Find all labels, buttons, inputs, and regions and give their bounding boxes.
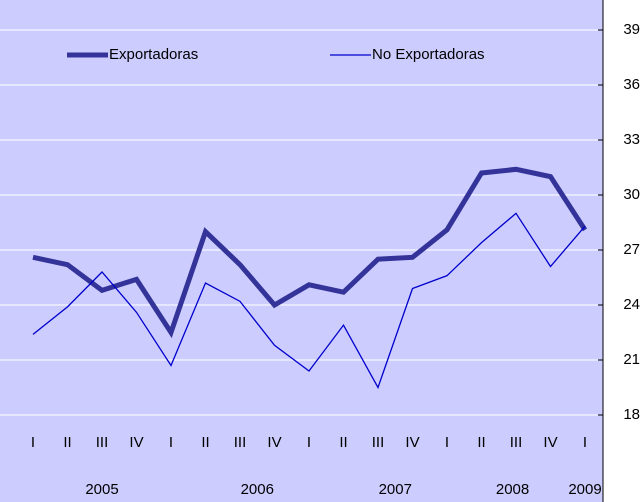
x-tick-label: III <box>510 434 523 451</box>
x-tick-label: IV <box>543 434 557 451</box>
series-line <box>32 212 586 390</box>
y-tick-label: 24 <box>623 296 640 313</box>
y-tick-label: 21 <box>623 351 640 368</box>
y-tick-label: 39 <box>623 21 640 38</box>
x-tick-label: III <box>234 434 247 451</box>
x-tick-label: I <box>169 434 173 451</box>
y-tick-label: 33 <box>623 131 640 148</box>
x-tick-label: II <box>339 434 347 451</box>
legend-label: Exportadoras <box>109 46 198 63</box>
x-tick-label: III <box>372 434 385 451</box>
y-tick-label: 36 <box>623 76 640 93</box>
plot-background <box>0 0 603 502</box>
year-label: 2005 <box>85 481 118 498</box>
x-tick-label: I <box>307 434 311 451</box>
x-tick-label: IV <box>405 434 419 451</box>
x-tick-label: I <box>583 434 587 451</box>
x-tick-label: I <box>31 434 35 451</box>
x-tick-label: II <box>63 434 71 451</box>
year-label: 2007 <box>379 481 412 498</box>
series-line <box>32 166 588 339</box>
x-tick-label: IV <box>129 434 143 451</box>
x-tick-label: II <box>477 434 485 451</box>
x-tick-label: II <box>201 434 209 451</box>
year-label: 2008 <box>496 481 529 498</box>
year-label: 2009 <box>568 481 601 498</box>
y-tick-label: 27 <box>623 241 640 258</box>
year-label: 2006 <box>241 481 274 498</box>
x-tick-label: III <box>96 434 109 451</box>
x-tick-label: IV <box>267 434 281 451</box>
x-tick-label: I <box>445 434 449 451</box>
y-tick-label: 18 <box>623 406 640 423</box>
legend-label: No Exportadoras <box>372 46 485 63</box>
y-tick-label: 30 <box>623 186 640 203</box>
